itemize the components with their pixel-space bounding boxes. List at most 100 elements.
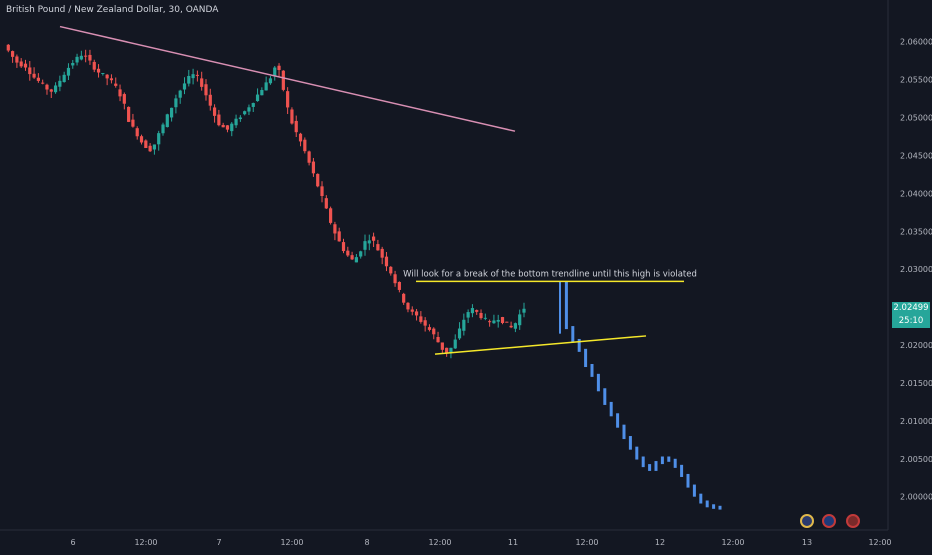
time-tick-label: 11 [508, 538, 518, 547]
price-tick-label: 2.02000 [900, 341, 932, 350]
candle-body [488, 321, 492, 323]
candle-body [406, 302, 410, 310]
projection-bar [584, 348, 588, 368]
candle-body [281, 70, 285, 90]
candle-body [273, 67, 277, 77]
event-flag-nz-icon[interactable] [822, 514, 836, 528]
candle-body [367, 240, 371, 244]
candle-body [324, 198, 328, 209]
candle-body [114, 83, 118, 86]
price-tick-label: 2.03000 [900, 265, 932, 274]
candle-body [294, 120, 298, 133]
candle-body [182, 83, 187, 90]
candle-body [165, 114, 169, 128]
candle-body [131, 119, 135, 127]
projection-bar [603, 388, 607, 405]
candle-body [157, 133, 161, 145]
upper-trendline[interactable] [59, 25, 516, 132]
candle-body [170, 107, 174, 118]
candle-body [423, 320, 427, 326]
drawings[interactable]: Will look for a break of the bottom tren… [59, 25, 697, 355]
candle-body [105, 74, 109, 79]
candle-body [178, 90, 182, 98]
candle-body [384, 256, 389, 267]
candle-body [36, 77, 40, 81]
projection-bar [641, 456, 645, 468]
projection-bar [699, 493, 703, 504]
candle-body [436, 336, 440, 343]
countdown-tag: 25:10 [892, 315, 930, 328]
projection-bar [660, 456, 664, 465]
candle-body [496, 319, 500, 322]
candle-body [243, 111, 247, 115]
projection-bar [648, 464, 652, 471]
candle-body [195, 74, 199, 76]
candle-body [144, 140, 148, 149]
candle-body [410, 309, 414, 312]
candle-body [350, 255, 354, 260]
projection-bar [596, 373, 600, 392]
price-tick-label: 2.04500 [900, 151, 932, 160]
projection-bar [622, 424, 626, 440]
candle-body [333, 224, 337, 234]
candle-body [354, 257, 358, 263]
candle-body [260, 89, 264, 96]
candle-body [53, 85, 58, 93]
annotation-text[interactable]: Will look for a break of the bottom tren… [403, 269, 697, 279]
candle-body [204, 84, 208, 96]
candle-body [255, 94, 260, 102]
time-axis-bg [0, 530, 932, 550]
candle-body [49, 89, 53, 92]
candle-body [479, 312, 483, 319]
candle-body [359, 251, 363, 257]
time-axis[interactable]: 6 12:00 7 12:00 8 12:00 11 12:00 12 12:00 13 12:00 [0, 529, 932, 550]
candle-body [217, 114, 221, 126]
time-tick-label: 12:00 [280, 538, 303, 547]
projection-bar [667, 456, 671, 462]
projection-bar [609, 401, 613, 417]
event-flag-gb-icon[interactable] [800, 514, 814, 528]
candle-body [118, 89, 122, 97]
candle-body [247, 107, 251, 112]
candle-body [380, 248, 384, 258]
time-tick-label: 12:00 [721, 538, 744, 547]
event-flag-multi-icon[interactable] [846, 514, 860, 528]
candle-body [84, 55, 88, 57]
symbol-title: British Pound / New Zealand Dollar, 30, … [6, 5, 219, 15]
candle-body [88, 54, 92, 61]
projection-bar [712, 504, 716, 509]
candle-body [290, 109, 294, 124]
projection-bar [705, 500, 709, 508]
price-axis[interactable]: 2.06000 2.05500 2.05000 2.04500 2.04000 2.035… [887, 0, 932, 550]
candle-body [492, 320, 496, 324]
candles [6, 44, 526, 359]
last-price-tag: 2.02499 [892, 302, 930, 315]
candle-body [453, 339, 457, 349]
candle-body [230, 123, 234, 132]
price-tick-label: 2.01500 [900, 379, 932, 388]
time-tick-label: 12:00 [575, 538, 598, 547]
candle-body [316, 173, 320, 187]
time-tick-label: 12:00 [868, 538, 891, 547]
lower-trendline[interactable] [434, 335, 647, 355]
candle-body [303, 139, 307, 152]
candle-body [518, 314, 522, 326]
price-tick-label: 2.00000 [900, 493, 932, 502]
time-tick-label: 8 [364, 538, 369, 547]
candle-body [62, 74, 66, 83]
candle-body [28, 67, 32, 75]
projection-bar [673, 458, 677, 468]
candle-body [238, 117, 242, 120]
candle-body [414, 311, 419, 316]
candle-body [208, 94, 212, 106]
time-tick-label: 6 [70, 538, 75, 547]
price-tick-label: 2.01000 [900, 417, 932, 426]
candle-body [402, 293, 406, 303]
candle-body [225, 125, 230, 130]
candle-body [509, 325, 513, 328]
candle-body [212, 107, 217, 116]
candle-body [174, 98, 178, 108]
price-tick-label: 2.06000 [900, 38, 932, 47]
